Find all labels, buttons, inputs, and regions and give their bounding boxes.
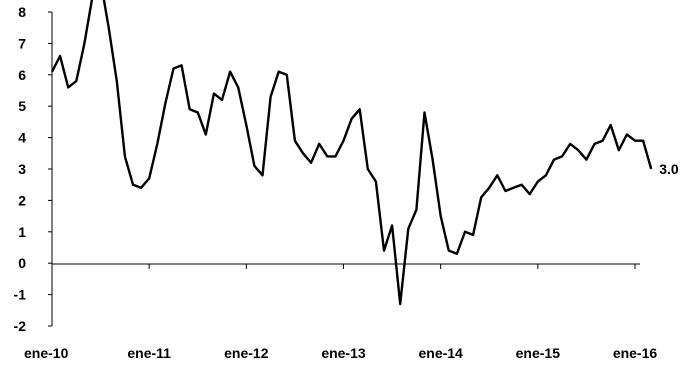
series-group xyxy=(50,0,653,306)
x-tick-label: ene-10 xyxy=(24,345,69,361)
x-tick-label: ene-12 xyxy=(224,345,269,361)
x-tick-label: ene-13 xyxy=(321,345,366,361)
y-tick-label: 2 xyxy=(18,192,26,208)
y-tick-label: 3 xyxy=(18,161,26,177)
end-value-label: 3.0 xyxy=(659,161,679,177)
y-tick-label: 4 xyxy=(18,130,26,146)
x-axis: ene-10 ene-11 ene-12 ene-13 ene-14 ene-15 ene-… xyxy=(24,263,658,361)
y-tick-label: -1 xyxy=(14,287,27,303)
y-tick-label: 1 xyxy=(18,224,26,240)
x-tick-label: ene-16 xyxy=(613,345,658,361)
y-tick-label: 7 xyxy=(18,35,26,51)
y-tick-label: -2 xyxy=(14,318,27,334)
y-tick-label: 8 xyxy=(18,4,26,20)
y-tick-label: 5 xyxy=(18,98,26,114)
series-line xyxy=(50,0,653,306)
label-group: 3.0 xyxy=(659,161,679,177)
y-axis: 8 7 6 5 4 3 2 1 0 -1 -2 xyxy=(14,4,53,334)
y-tick-label: 0 xyxy=(18,255,26,271)
x-tick-label: ene-14 xyxy=(418,345,463,361)
y-tick-label: 6 xyxy=(18,67,26,83)
x-tick-label: ene-11 xyxy=(127,345,171,361)
x-tick-label: ene-15 xyxy=(516,345,561,361)
